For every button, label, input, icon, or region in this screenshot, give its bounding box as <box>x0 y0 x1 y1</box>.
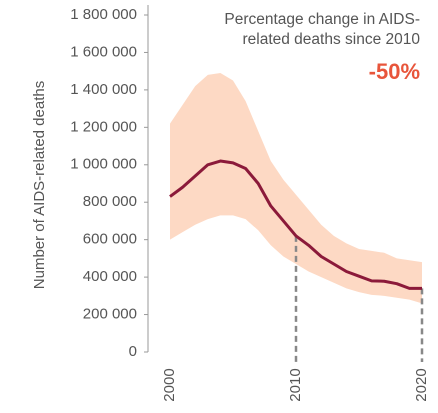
y-tick-label: 1 400 000 <box>70 81 137 98</box>
y-axis-label: Number of AIDS-related deaths <box>31 81 48 289</box>
x-tick-label: 2020 <box>413 368 430 401</box>
uncertainty-band <box>170 73 422 304</box>
y-tick-label: 1 200 000 <box>70 118 137 135</box>
y-tick-label: 200 000 <box>83 306 137 323</box>
y-tick-label: 800 000 <box>83 193 137 210</box>
x-tick-label: 2010 <box>287 368 304 401</box>
y-tick-label: 0 <box>129 343 137 360</box>
annotation-text: related deaths since 2010 <box>242 31 420 48</box>
data-line <box>169 159 422 290</box>
y-tick-label: 400 000 <box>83 268 137 285</box>
y-tick-label: 1 800 000 <box>70 6 137 23</box>
y-tick-label: 1 600 000 <box>70 43 137 60</box>
y-tick-label: 1 000 000 <box>70 156 137 173</box>
annotation-text: Percentage change in AIDS- <box>224 11 420 28</box>
annotation-value: -50% <box>369 59 420 84</box>
y-tick-label: 600 000 <box>83 231 137 248</box>
x-tick-label: 2000 <box>161 368 178 401</box>
